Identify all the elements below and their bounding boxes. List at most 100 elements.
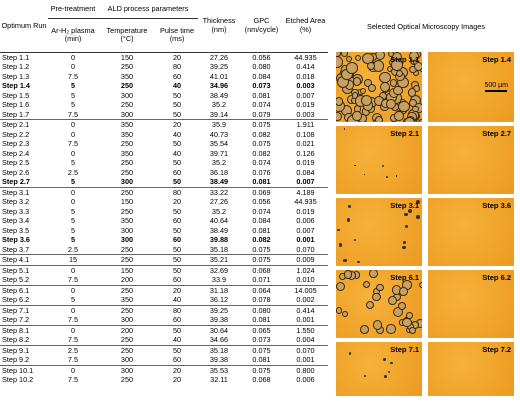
value-cell: 350 [120, 216, 134, 225]
value-cell: 0.075 [240, 254, 283, 265]
table-row: Step 3.2 0 150 20 27.26 0.056 44.935 [0, 197, 328, 207]
header-ald: ALD process parameters [98, 0, 198, 19]
value-cell: 35.9 [198, 119, 240, 130]
value-cell: 0.069 [240, 186, 283, 197]
value-cell: 0.074 [252, 206, 271, 216]
etch-spot [338, 243, 343, 247]
run-cell: Step 7.1 [0, 304, 48, 315]
value-cell: 250 [120, 244, 134, 254]
value-cell: 40 [172, 148, 182, 158]
value-cell: 0.108 [296, 129, 315, 139]
value-cell: 350 [120, 129, 134, 139]
value-cell: 35.54 [209, 139, 229, 148]
value-cell: 80 [156, 304, 198, 315]
etch-spot [379, 81, 390, 92]
value-cell: 300 [120, 109, 134, 119]
value-cell: 0.079 [252, 109, 271, 119]
value-cell: 7.5 [67, 315, 79, 324]
value-cell: 0.071 [252, 275, 271, 284]
image-label: Step 6.2 [482, 273, 511, 282]
value-cell: 0.075 [252, 139, 271, 148]
run-cell: Step 4.1 [0, 254, 48, 265]
value-cell: 200 [98, 324, 156, 335]
value-cell: 39.14 [209, 109, 229, 119]
run-cell: Step 3.3 [2, 206, 30, 216]
value-cell: 1.024 [283, 264, 328, 275]
etch-spot [369, 270, 379, 278]
value-cell: 300 [120, 225, 134, 235]
value-cell: 0.075 [240, 364, 283, 375]
value-cell: 250 [120, 62, 134, 71]
etch-spot [354, 164, 357, 167]
value-cell: 80 [172, 62, 182, 71]
value-cell: 32.11 [210, 375, 228, 384]
etch-spot [352, 77, 362, 86]
value-cell: 0.065 [240, 324, 283, 335]
image-label: Step 1.1 [390, 55, 419, 64]
value-cell: 250 [98, 254, 156, 265]
value-cell: 150 [120, 52, 134, 62]
value-cell: 50 [172, 90, 182, 100]
value-cell: 0.007 [296, 177, 315, 186]
value-cell: 0.074 [252, 158, 271, 167]
etch-spot [407, 88, 417, 97]
microscopy-image: Step 7.1 [336, 342, 422, 396]
value-cell: 5 [70, 81, 76, 90]
etch-spot [408, 52, 419, 61]
value-cell: 0.414 [296, 62, 315, 71]
value-cell: 7.5 [67, 109, 79, 119]
value-cell: 20 [172, 52, 182, 62]
run-cell: Step 10.1 [0, 364, 48, 375]
value-cell: 60 [172, 71, 182, 81]
table-row: Step 2.2 0 350 40 40.73 0.082 0.108 [0, 130, 328, 140]
etch-spot [360, 325, 370, 335]
etch-spot [416, 214, 421, 219]
etch-spot [388, 295, 398, 305]
value-cell: 36.12 [209, 295, 229, 304]
value-cell: 33.22 [198, 186, 240, 197]
etch-spot [397, 302, 406, 311]
run-cell: Step 3.4 [2, 216, 30, 225]
table-row: Step 3.3 5 250 50 35.2 0.074 0.019 [0, 207, 328, 217]
run-cell: Step 1.1 [2, 52, 30, 62]
value-cell: 50 [172, 206, 182, 216]
image-label: Step 7.1 [390, 345, 419, 354]
value-cell: 4.189 [283, 186, 328, 197]
value-cell: 5 [70, 225, 76, 235]
value-cell: 250 [98, 304, 156, 315]
value-cell: 0.082 [252, 148, 271, 158]
value-cell: 39.25 [198, 304, 240, 315]
value-cell: 1.550 [283, 324, 328, 335]
value-cell: 0.004 [296, 335, 315, 344]
value-cell: 0 [70, 52, 76, 62]
etch-spot [386, 324, 396, 334]
image-label: Step 7.2 [482, 345, 511, 354]
etch-spot [407, 209, 412, 213]
value-cell: 0.010 [296, 275, 315, 284]
value-cell: 0.075 [240, 344, 283, 355]
value-cell: 39.38 [209, 315, 229, 324]
value-cell: 2.5 [48, 344, 98, 355]
microscopy-image: Step 2.7 [428, 126, 514, 194]
value-cell: 0 [48, 324, 98, 335]
value-cell: 0.084 [296, 167, 315, 177]
value-cell: 0.080 [252, 62, 271, 71]
run-cell: Step 1.6 [2, 100, 30, 109]
run-cell: Step 2.4 [2, 148, 30, 158]
value-cell: 0.084 [252, 216, 271, 225]
table-row: Step 1.3 7.5 350 60 41.01 0.084 0.018 [0, 72, 328, 82]
image-label: Step 2.1 [390, 129, 419, 138]
etch-spot [337, 228, 340, 232]
run-cell: Step 1.4 [2, 81, 30, 90]
header-pretreatment: Pre-treatment [48, 0, 98, 19]
value-cell: 20 [172, 375, 182, 384]
header-plasma: Ar-H₂ plasma (min) [51, 25, 95, 43]
etch-spot [352, 111, 362, 121]
etch-spot [343, 270, 353, 279]
image-label: Step 3.6 [482, 201, 511, 210]
table-row: Step 3.1 0 250 80 33.22 0.069 4.189 [0, 186, 328, 197]
etch-spot [372, 293, 381, 302]
run-cell: Step 8.2 [2, 335, 30, 344]
value-cell: 0.082 [252, 235, 271, 244]
